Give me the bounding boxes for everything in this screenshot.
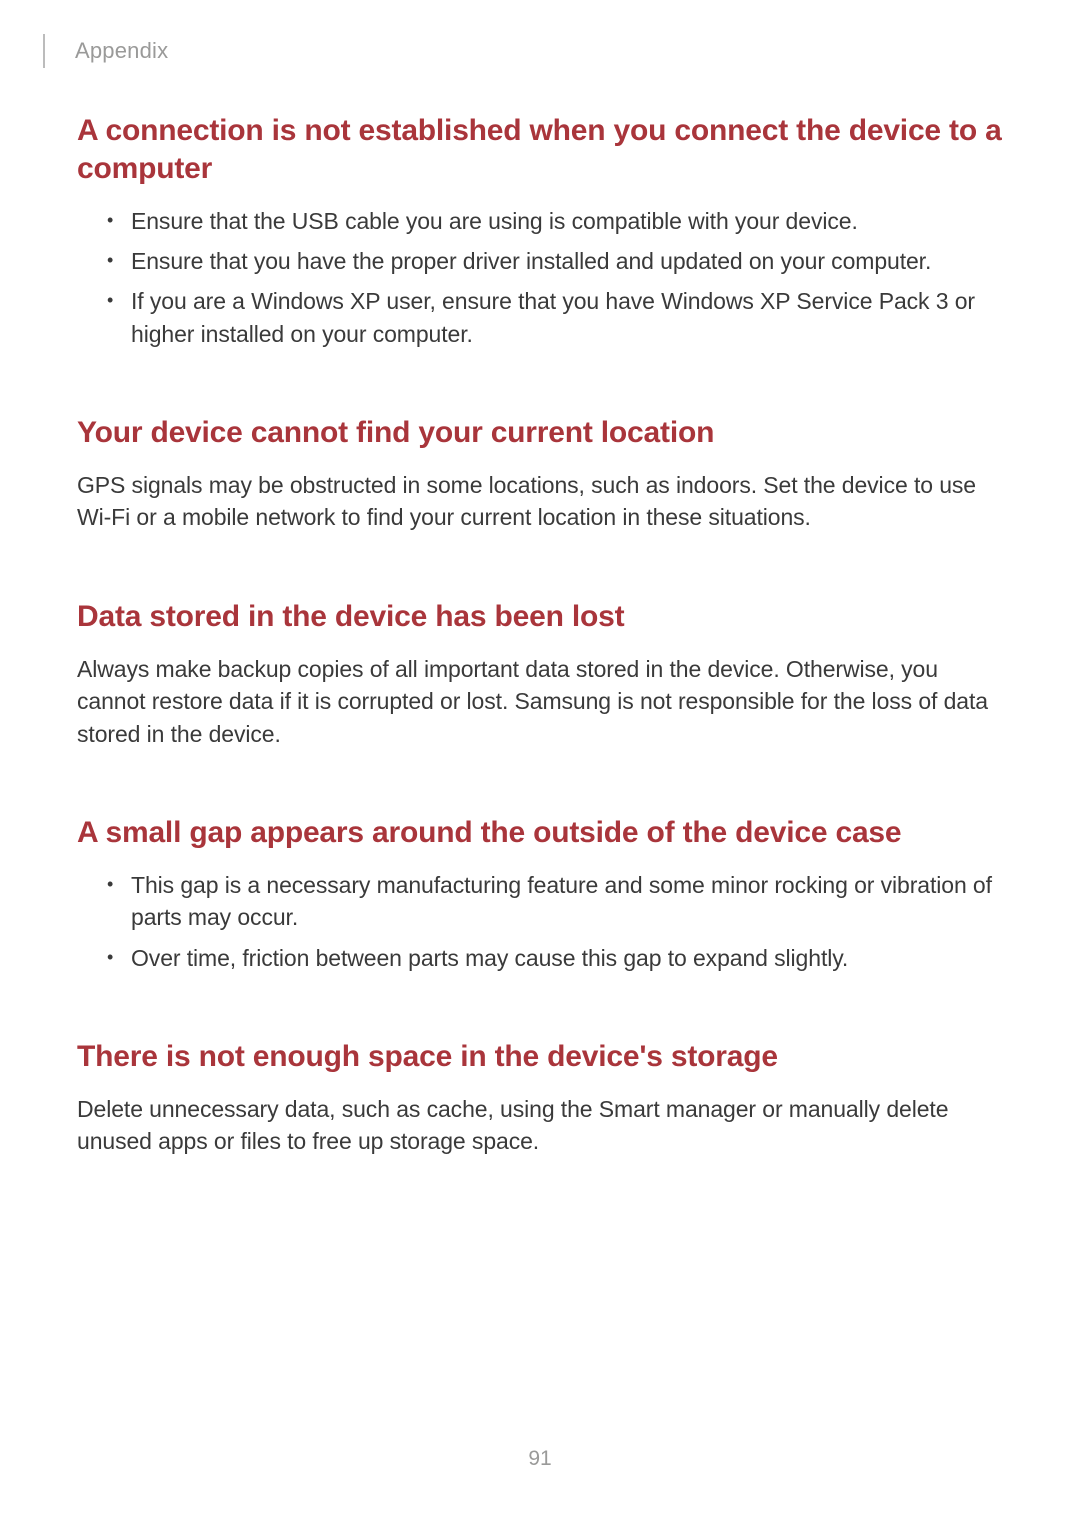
section-label: Appendix	[75, 38, 168, 64]
list-item: Over time, friction between parts may ca…	[107, 942, 1003, 974]
body-storage: Delete unnecessary data, such as cache, …	[77, 1093, 1003, 1157]
list-item: Ensure that you have the proper driver i…	[107, 245, 1003, 277]
document-page: Appendix A connection is not established…	[0, 0, 1080, 1527]
page-header: Appendix	[43, 34, 1003, 68]
header-rule-icon	[43, 34, 45, 68]
list-item: If you are a Windows XP user, ensure tha…	[107, 285, 1003, 349]
heading-storage: There is not enough space in the device'…	[77, 1038, 1003, 1076]
list-gap: This gap is a necessary manufacturing fe…	[77, 869, 1003, 974]
page-number: 91	[0, 1447, 1080, 1471]
heading-connection: A connection is not established when you…	[77, 112, 1003, 187]
body-location: GPS signals may be obstructed in some lo…	[77, 469, 1003, 533]
list-item: Ensure that the USB cable you are using …	[107, 205, 1003, 237]
list-item: This gap is a necessary manufacturing fe…	[107, 869, 1003, 933]
heading-location: Your device cannot find your current loc…	[77, 414, 1003, 452]
heading-data-lost: Data stored in the device has been lost	[77, 598, 1003, 636]
heading-gap: A small gap appears around the outside o…	[77, 814, 1003, 852]
body-data-lost: Always make backup copies of all importa…	[77, 653, 1003, 750]
list-connection: Ensure that the USB cable you are using …	[77, 205, 1003, 350]
